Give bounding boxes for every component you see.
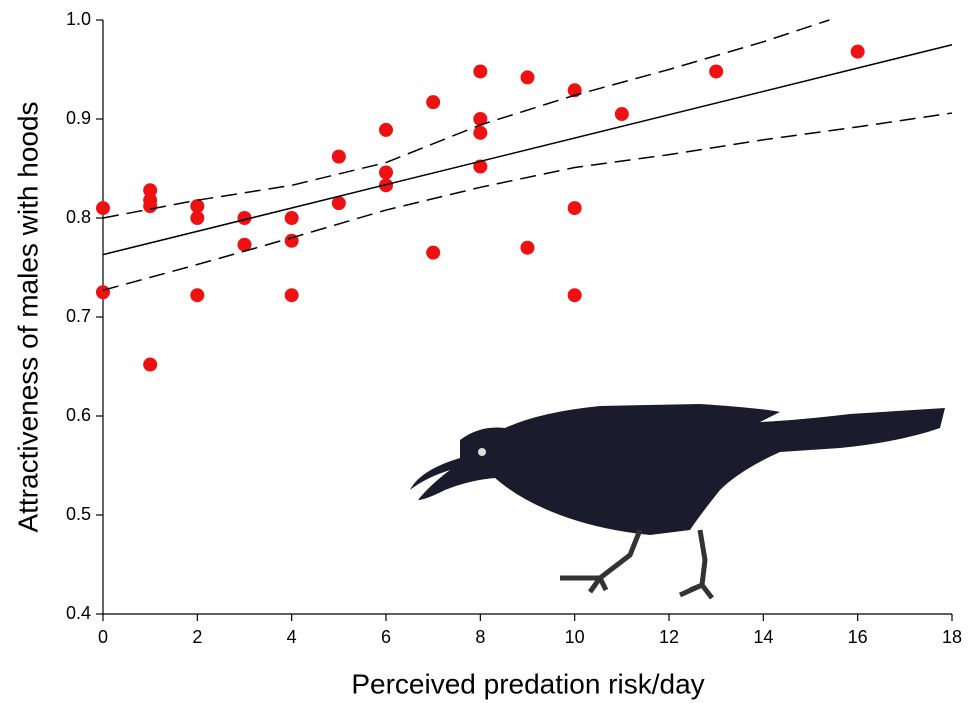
data-point: [567, 201, 582, 216]
x-tick-label: 10: [565, 627, 585, 647]
x-tick-label: 16: [848, 627, 868, 647]
data-point: [850, 44, 865, 59]
x-tick-label: 14: [753, 627, 773, 647]
x-tick-label: 8: [475, 627, 485, 647]
y-tick-label: 0.4: [66, 603, 91, 623]
data-point: [520, 70, 535, 85]
y-tick-label: 0.9: [66, 108, 91, 128]
data-point: [143, 199, 158, 214]
x-tick-label: 0: [98, 627, 108, 647]
x-tick-label: 18: [942, 627, 962, 647]
data-point: [190, 288, 205, 303]
y-tick-label: 0.8: [66, 207, 91, 227]
data-point: [473, 64, 488, 79]
data-point: [473, 125, 488, 140]
confidence-band: [102, 19, 830, 219]
data-point: [709, 64, 724, 79]
data-point: [379, 122, 393, 137]
data-point: [190, 199, 205, 214]
x-tick-label: 2: [192, 627, 202, 647]
data-point: [614, 107, 629, 122]
data-point: [426, 95, 441, 110]
y-tick-label: 1.0: [66, 9, 91, 29]
data-point: [473, 159, 488, 174]
data-point: [520, 240, 535, 255]
data-point: [379, 165, 393, 180]
confidence-band: [102, 112, 953, 291]
data-point: [331, 196, 346, 211]
data-point: [190, 211, 205, 225]
x-tick-label: 4: [287, 627, 297, 647]
data-point: [284, 288, 299, 303]
data-point: [143, 183, 158, 198]
data-point: [237, 237, 252, 252]
x-tick-label: 6: [381, 627, 391, 647]
data-point: [237, 211, 252, 225]
data-point: [426, 245, 441, 260]
y-tick-label: 0.7: [66, 306, 91, 326]
y-tick-label: 0.6: [66, 405, 91, 425]
data-point: [96, 285, 110, 300]
data-point: [567, 288, 582, 303]
data-point: [143, 357, 158, 372]
data-point: [473, 112, 488, 126]
crow-illustration: [410, 404, 945, 600]
y-tick-label: 0.5: [66, 504, 91, 524]
data-point: [96, 201, 110, 216]
data-point: [284, 211, 299, 225]
x-axis-label: Perceived predation risk/day: [351, 668, 704, 699]
data-point: [331, 149, 346, 164]
regression-line: [102, 44, 953, 256]
x-tick-label: 12: [659, 627, 679, 647]
y-axis-label: Attractiveness of males with hoods: [12, 101, 43, 532]
